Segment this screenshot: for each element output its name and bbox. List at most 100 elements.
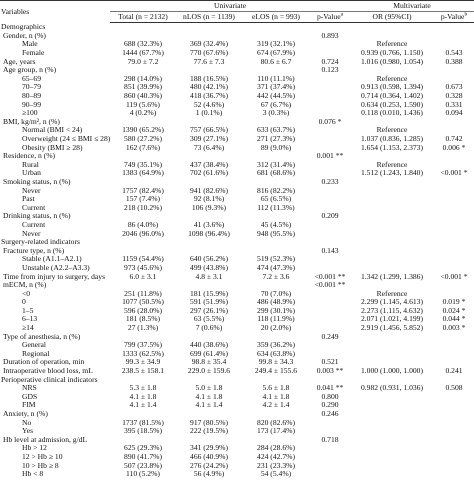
- table-cell: [310, 40, 350, 49]
- column-header: eLOS (n = 993): [242, 11, 310, 23]
- table-cell: 7 (0.6%): [195, 323, 223, 333]
- table-cell: [176, 281, 242, 290]
- table-cell: 77.6 ± 7.3: [193, 57, 225, 66]
- table-cell: [110, 66, 176, 75]
- table-row: Intraoperative blood loss, mL 238.5 ± 158…: [0, 367, 474, 376]
- table-cell: 7.2 ± 3.6: [262, 272, 290, 281]
- table-cell: [310, 169, 350, 178]
- table-cell: [434, 289, 474, 298]
- table-cell: 298 (14.0%): [124, 74, 162, 83]
- column-header: OR (95%CI): [350, 11, 434, 23]
- table-row: Current 218 (10.2%) 106 (9.3%) 112 (11.3%): [0, 203, 474, 212]
- table-row: Drinking status, n (%) 0.209: [0, 212, 474, 221]
- table-cell: 2046 (96.0%): [122, 229, 164, 238]
- table-cell: 0.003 *: [442, 323, 466, 333]
- table-cell: 4.2 ± 1.4: [262, 401, 290, 410]
- table-cell: [310, 83, 350, 92]
- table-row: Never 1757 (82.4%) 941 (82.6%) 816 (82.2%): [0, 186, 474, 195]
- table-cell: 0.634 (0.253, 1.590): [360, 100, 423, 109]
- row-label: Smoking status, n (%): [3, 177, 71, 186]
- table-row: 6–13 181 (8.5%) 63 (5.5%) 118 (11.9%) 2.071 …: [0, 315, 474, 324]
- table-row: 80–89 860 (40.3%) 418 (36.7%) 442 (44.5%) 0.…: [0, 92, 474, 101]
- table-cell: 319 (32.1%): [257, 40, 295, 49]
- table-row: <0 251 (11.8%) 181 (15.9%) 70 (7.0%) Referen…: [0, 289, 474, 298]
- table-cell: [434, 255, 474, 264]
- table-cell: 276 (24.2%): [190, 461, 228, 470]
- column-header-text: Total (n = 2132): [118, 12, 168, 21]
- table-cell: 1098 (96.4%): [188, 229, 230, 238]
- table-cell: 0.913 (0.598, 1.394): [360, 83, 423, 92]
- table-cell: 341 (29.9%): [190, 444, 228, 453]
- table-cell: [310, 461, 350, 470]
- table-cell: 80.6 ± 6.7: [260, 57, 292, 66]
- row-label: Age, years: [3, 57, 36, 66]
- table-cell: [310, 195, 350, 204]
- table-cell: [434, 203, 474, 212]
- header-variables: Variables: [0, 0, 110, 23]
- table-cell: [310, 470, 350, 479]
- table-cell: 0.094: [445, 108, 463, 118]
- table-cell: [434, 221, 474, 230]
- row-label: 80–89: [22, 91, 41, 101]
- table-cell: [434, 453, 474, 462]
- table-cell: [242, 212, 310, 221]
- row-label: Obesity (BMI ≥ 28): [22, 143, 83, 152]
- table-cell: [310, 264, 350, 273]
- table-row: Male 688 (32.3%) 369 (32.4%) 319 (32.1%) Ref…: [0, 40, 474, 49]
- row-label: 65–69: [22, 74, 41, 83]
- row-label: Drinking status, n (%): [3, 212, 71, 221]
- table-cell: 633 (63.7%): [257, 126, 295, 135]
- table-cell: 41 (3.6%): [193, 220, 225, 229]
- table-cell: [242, 178, 310, 187]
- table-row: 0 1077 (50.5%) 591 (51.9%) 486 (48.9%) 2.299…: [0, 298, 474, 307]
- table-cell: [350, 32, 434, 41]
- table-row: Smoking status, n (%) 0.233: [0, 178, 474, 187]
- table-cell: 6.0 ± 3.1: [129, 272, 157, 281]
- row-label: ≥100: [22, 108, 38, 118]
- table-cell: 499 (43.8%): [190, 263, 228, 272]
- table-cell: 371 (37.4%): [257, 83, 295, 92]
- table-cell: 702 (61.6%): [190, 169, 228, 178]
- table-cell: 89 (9.0%): [260, 143, 292, 152]
- table-cell: [350, 255, 434, 264]
- table-cell: [110, 436, 176, 445]
- table-cell: 0.044 *: [442, 315, 466, 324]
- table-cell: 596 (28.0%): [124, 306, 162, 315]
- table-cell: 0.123: [321, 65, 339, 75]
- table-cell: [310, 453, 350, 462]
- table-cell: 284 (28.6%): [257, 444, 295, 453]
- table-cell: [110, 178, 176, 187]
- row-label: Past: [22, 194, 35, 204]
- table-cell: [434, 332, 474, 341]
- table-row: General 799 (37.5%) 440 (38.6%) 359 (36.2%): [0, 341, 474, 350]
- table-row: 10 > Hb ≥ 8 507 (23.8%) 276 (24.2%) 231 (23…: [0, 461, 474, 470]
- table-cell: 1.654 (1.153, 2.373): [360, 143, 423, 152]
- table-cell: 86 (4.0%): [127, 220, 159, 229]
- table-cell: <0.001 **: [314, 272, 346, 281]
- table-cell: [434, 32, 474, 41]
- table-cell: 56 (4.9%): [193, 469, 225, 479]
- table-cell: [310, 75, 350, 84]
- table-cell: 249.4 ± 155.6: [254, 366, 298, 376]
- table-cell: [310, 255, 350, 264]
- header-univariate: Univariate: [110, 0, 350, 12]
- table-cell: [350, 264, 434, 273]
- table-cell: 442 (44.5%): [257, 91, 295, 101]
- column-header: Total (n = 2132): [110, 11, 176, 23]
- table-cell: 757 (66.5%): [190, 126, 228, 135]
- table-cell: [176, 178, 242, 187]
- table-cell: 218 (10.2%): [124, 203, 162, 212]
- row-label: Yes: [22, 426, 34, 436]
- table-cell: [434, 461, 474, 470]
- table-cell: 4.1 ± 1.4: [195, 401, 223, 410]
- table-cell: 640 (56.2%): [190, 255, 228, 264]
- table-cell: 0.893: [321, 31, 339, 40]
- table-cell: <0.001 *: [440, 169, 468, 178]
- table-row: Rural 749 (35.1%) 437 (38.4%) 312 (31.4%) Re…: [0, 161, 474, 170]
- row-label: Hb > 12: [22, 444, 47, 453]
- row-label: Time from injury to surgery, days: [3, 272, 106, 281]
- column-header-text: nLOS (n = 1139): [183, 12, 235, 21]
- table-cell: 4.1 ± 1.8: [262, 392, 290, 401]
- table-cell: [310, 100, 350, 109]
- table-cell: 4.1 ± 1.4: [129, 401, 157, 410]
